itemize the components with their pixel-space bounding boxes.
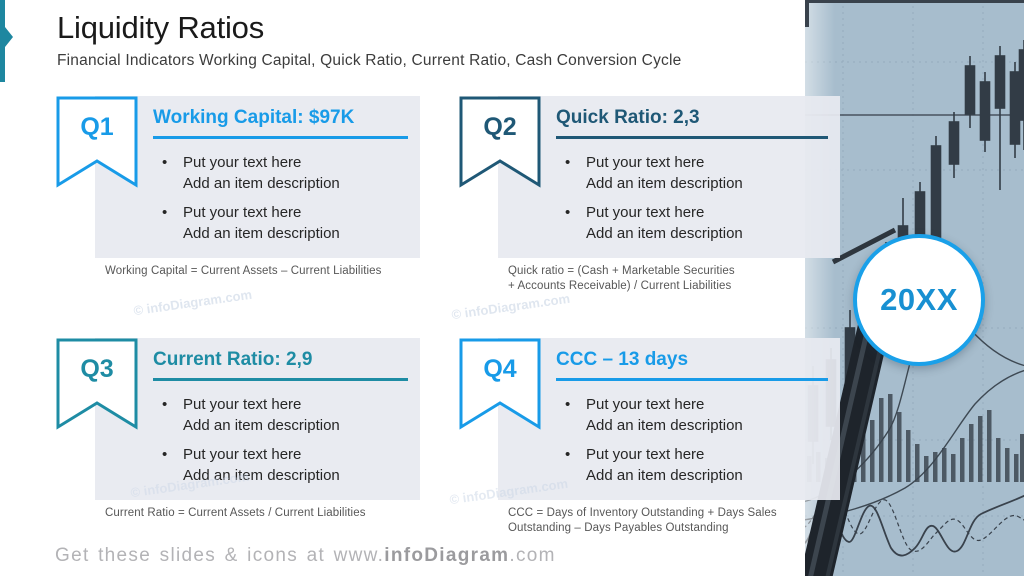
bullet-list: Put your text here Add an item descripti…: [153, 394, 408, 486]
bullet-list: Put your text here Add an item descripti…: [153, 152, 408, 244]
bookmark-ribbon: Q2: [459, 96, 541, 188]
card-title-underline: [153, 136, 408, 139]
bullet-line: Put your text here: [586, 153, 705, 171]
page-subtitle: Financial Indicators Working Capital, Qu…: [57, 52, 682, 69]
bookmark-ribbon: Q1: [56, 96, 138, 188]
bullet-line: Add an item description: [183, 416, 340, 434]
bullet-line: Add an item description: [183, 224, 340, 242]
card-working-capital: Q1 Working Capital: $97K Put your text h…: [56, 96, 420, 277]
card-title: Current Ratio: 2,9: [153, 349, 313, 370]
watermark: © infoDiagram.com: [450, 290, 571, 323]
bullet-line: Put your text here: [183, 153, 302, 171]
bullet-list: Put your text here Add an item descripti…: [556, 394, 828, 486]
bullet-line: Put your text here: [586, 203, 705, 221]
card-quick-ratio: Q2 Quick Ratio: 2,3 Put your text here A…: [459, 96, 840, 292]
bullet-item: Put your text here Add an item descripti…: [565, 152, 828, 194]
bookmark-ribbon: Q4: [459, 338, 541, 430]
header-accent-ribbon: [0, 0, 13, 82]
card-formula: Current Ratio = Current Assets / Current…: [105, 507, 366, 519]
bullet-line: Put your text here: [183, 395, 302, 413]
card-title-underline: [556, 136, 828, 139]
bullet-line: Add an item description: [586, 466, 743, 484]
bullet-line: Add an item description: [183, 174, 340, 192]
bookmark-label: Q3: [80, 355, 114, 383]
footer-suffix: .com: [509, 545, 556, 566]
bookmark-label: Q2: [483, 113, 517, 141]
card-title-underline: [153, 378, 408, 381]
bullet-item: Put your text here Add an item descripti…: [565, 394, 828, 436]
card-formula: Working Capital = Current Assets – Curre…: [105, 265, 382, 277]
card-title-underline: [556, 378, 828, 381]
card-cash-conversion-cycle: Q4 CCC – 13 days Put your text here Add …: [459, 338, 840, 534]
bookmark-label: Q4: [483, 355, 517, 383]
page-title: Liquidity Ratios: [57, 10, 265, 45]
year-badge-label: 20XX: [880, 282, 958, 317]
bullet-list: Put your text here Add an item descripti…: [556, 152, 828, 244]
pencil-graphic: [831, 227, 897, 265]
bookmark-label: Q1: [80, 113, 114, 141]
watermark: © infoDiagram.com: [132, 286, 253, 319]
card-formula: CCC = Days of Inventory Outstanding + Da…: [508, 507, 777, 534]
bullet-item: Put your text here Add an item descripti…: [162, 202, 408, 244]
bullet-line: Add an item description: [586, 416, 743, 434]
bullet-item: Put your text here Add an item descripti…: [162, 152, 408, 194]
bullet-item: Put your text here Add an item descripti…: [162, 444, 408, 486]
bullet-line: Put your text here: [183, 203, 302, 221]
bullet-line: Add an item description: [586, 174, 743, 192]
stock-chart-photo: [805, 0, 1024, 576]
bookmark-ribbon: Q3: [56, 338, 138, 430]
year-badge: 20XX: [853, 234, 985, 366]
bullet-line: Put your text here: [586, 395, 705, 413]
footer-text: Get these slides & icons at www.infoDiag…: [55, 545, 556, 567]
bullet-line: Add an item description: [586, 224, 743, 242]
bullet-line: Put your text here: [183, 445, 302, 463]
bullet-item: Put your text here Add an item descripti…: [565, 202, 828, 244]
card-title: Working Capital: $97K: [153, 107, 355, 128]
bullet-item: Put your text here Add an item descripti…: [162, 394, 408, 436]
card-title: Quick Ratio: 2,3: [556, 107, 700, 128]
card-title: CCC – 13 days: [556, 349, 689, 370]
bullet-line: Put your text here: [586, 445, 705, 463]
bullet-item: Put your text here Add an item descripti…: [565, 444, 828, 486]
card-formula: Quick ratio = (Cash + Marketable Securit…: [508, 265, 735, 292]
footer-prefix: Get these slides & icons at www.: [55, 545, 385, 566]
footer-brand: infoDiagram: [384, 545, 510, 566]
card-current-ratio: Q3 Current Ratio: 2,9 Put your text here…: [56, 338, 420, 519]
bullet-line: Add an item description: [183, 466, 340, 484]
